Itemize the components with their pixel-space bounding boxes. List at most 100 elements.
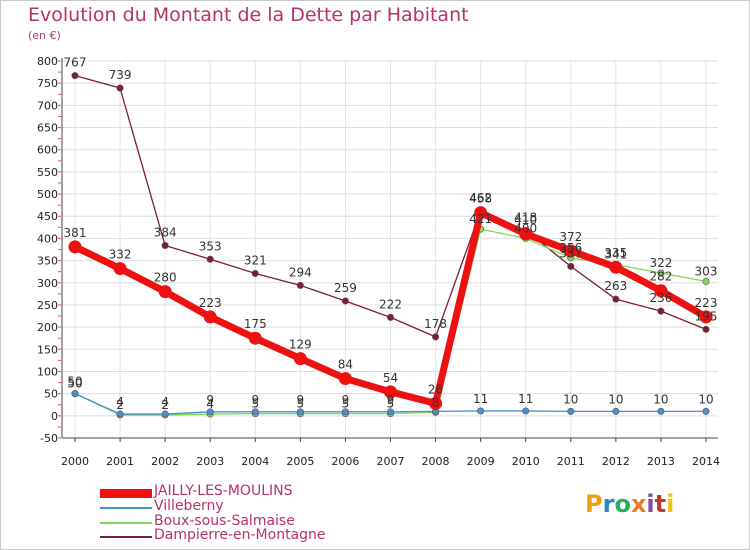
data-point-villeberny [702, 407, 710, 415]
chart-unit: (en €) [28, 29, 61, 42]
logo-letter: i [646, 490, 655, 518]
data-point-villeberny [206, 408, 214, 416]
data-point-jailly-les-moulins [429, 396, 443, 410]
data-point-dampierre-en-montagne [567, 262, 575, 270]
chart-title: Evolution du Montant de la Dette par Hab… [28, 4, 469, 26]
data-label-boux-sous-salmaise: 341 [604, 248, 627, 262]
data-point-dampierre-en-montagne [341, 297, 349, 305]
data-label-villeberny: 9 [297, 393, 305, 407]
data-label-dampierre-en-montagne: 294 [289, 265, 312, 279]
y-tick-label: 200 [37, 321, 58, 334]
data-label-boux-sous-salmaise: 400 [514, 221, 537, 235]
x-tick-label: 2011 [557, 455, 585, 468]
data-label-villeberny: 10 [608, 392, 623, 406]
x-tick-label: 2000 [61, 455, 89, 468]
data-label-dampierre-en-montagne: 767 [64, 56, 87, 70]
data-label-villeberny: 11 [518, 392, 533, 406]
x-tick-label: 2005 [286, 455, 314, 468]
data-label-jailly-les-moulins: 129 [289, 338, 312, 352]
data-label-dampierre-en-montagne: 462 [469, 191, 492, 205]
data-label-jailly-les-moulins: 410 [514, 213, 537, 227]
data-label-villeberny: 9 [387, 393, 395, 407]
x-tick-label: 2013 [647, 455, 675, 468]
x-tick-label: 2002 [151, 455, 179, 468]
x-tick-label: 2001 [106, 455, 134, 468]
legend-swatch [100, 522, 152, 524]
y-tick-label: -50 [40, 432, 58, 445]
data-point-villeberny [341, 408, 349, 416]
data-point-villeberny [567, 407, 575, 415]
data-label-jailly-les-moulins: 381 [64, 226, 87, 240]
data-point-jailly-les-moulins [384, 385, 397, 399]
data-point-villeberny [386, 408, 394, 416]
y-tick-label: 500 [37, 188, 58, 201]
data-label-jailly-les-moulins: 28 [428, 382, 443, 396]
data-label-jailly-les-moulins: 335 [604, 246, 627, 260]
y-tick-label: 350 [37, 255, 58, 268]
data-label-dampierre-en-montagne: 178 [424, 317, 447, 331]
data-point-jailly-les-moulins [68, 240, 82, 254]
data-point-jailly-les-moulins [203, 310, 217, 324]
y-tick-label: 550 [37, 166, 58, 179]
data-label-dampierre-en-montagne: 222 [379, 297, 402, 311]
y-tick-label: 0 [51, 410, 58, 423]
y-tick-label: 150 [37, 343, 58, 356]
x-tick-label: 2009 [467, 455, 495, 468]
data-label-boux-sous-salmaise: 2 [116, 398, 124, 412]
data-point-jailly-les-moulins [158, 285, 172, 299]
logo-letter: o [614, 490, 631, 518]
y-tick-label: 50 [44, 388, 58, 401]
data-label-villeberny: 9 [251, 393, 259, 407]
data-point-jailly-les-moulins [519, 227, 533, 241]
x-tick-label: 2008 [422, 455, 450, 468]
data-label-dampierre-en-montagne: 259 [334, 281, 357, 295]
data-point-dampierre-en-montagne [386, 313, 394, 321]
y-tick-label: 650 [37, 122, 58, 135]
data-label-jailly-les-moulins: 282 [649, 270, 672, 284]
data-label-dampierre-en-montagne: 739 [109, 68, 132, 82]
x-tick-label: 2003 [196, 455, 224, 468]
data-point-dampierre-en-montagne [206, 255, 214, 263]
data-label-villeberny: 4 [116, 395, 124, 409]
data-point-dampierre-en-montagne [296, 281, 304, 289]
data-label-jailly-les-moulins: 175 [244, 317, 267, 331]
data-label-dampierre-en-montagne: 384 [154, 226, 177, 240]
data-label-dampierre-en-montagne: 263 [604, 279, 627, 293]
logo-letter: i [666, 490, 675, 518]
data-point-dampierre-en-montagne [71, 72, 79, 80]
data-point-dampierre-en-montagne [161, 242, 169, 250]
data-label-dampierre-en-montagne: 353 [199, 239, 222, 253]
data-label-boux-sous-salmaise: 356 [559, 241, 582, 255]
data-point-dampierre-en-montagne [612, 295, 620, 303]
legend-label: Dampierre-en-Montagne [154, 527, 326, 543]
data-point-villeberny [522, 407, 530, 415]
data-point-boux-sous-salmaise [657, 269, 665, 277]
data-label-jailly-les-moulins: 223 [695, 296, 718, 310]
data-label-dampierre-en-montagne: 418 [514, 210, 537, 224]
y-tick-label: 750 [37, 77, 58, 90]
logo-letter: r [602, 490, 615, 518]
data-label-dampierre-en-montagne: 236 [649, 291, 672, 305]
data-label-jailly-les-moulins: 458 [469, 192, 492, 206]
logo-letter: P [585, 490, 603, 518]
y-tick-label: 700 [37, 99, 58, 112]
data-point-dampierre-en-montagne [657, 307, 665, 315]
data-label-boux-sous-salmaise: 50 [67, 377, 82, 391]
data-label-boux-sous-salmaise: 5 [342, 397, 350, 411]
data-label-jailly-les-moulins: 372 [559, 230, 582, 244]
data-label-boux-sous-salmaise: 5 [387, 397, 395, 411]
data-label-jailly-les-moulins: 332 [109, 248, 132, 262]
y-tick-label: 600 [37, 144, 58, 157]
data-point-boux-sous-salmaise [702, 277, 710, 285]
data-label-boux-sous-salmaise: 5 [251, 397, 259, 411]
y-tick-label: 300 [37, 277, 58, 290]
data-point-dampierre-en-montagne [702, 325, 710, 333]
data-label-villeberny: 10 [653, 392, 668, 406]
data-label-dampierre-en-montagne: 195 [695, 309, 718, 323]
data-label-dampierre-en-montagne: 337 [559, 246, 582, 260]
data-point-villeberny [71, 390, 79, 398]
data-label-boux-sous-salmaise: 303 [695, 264, 718, 278]
data-point-villeberny [657, 407, 665, 415]
y-tick-label: 800 [37, 55, 58, 68]
